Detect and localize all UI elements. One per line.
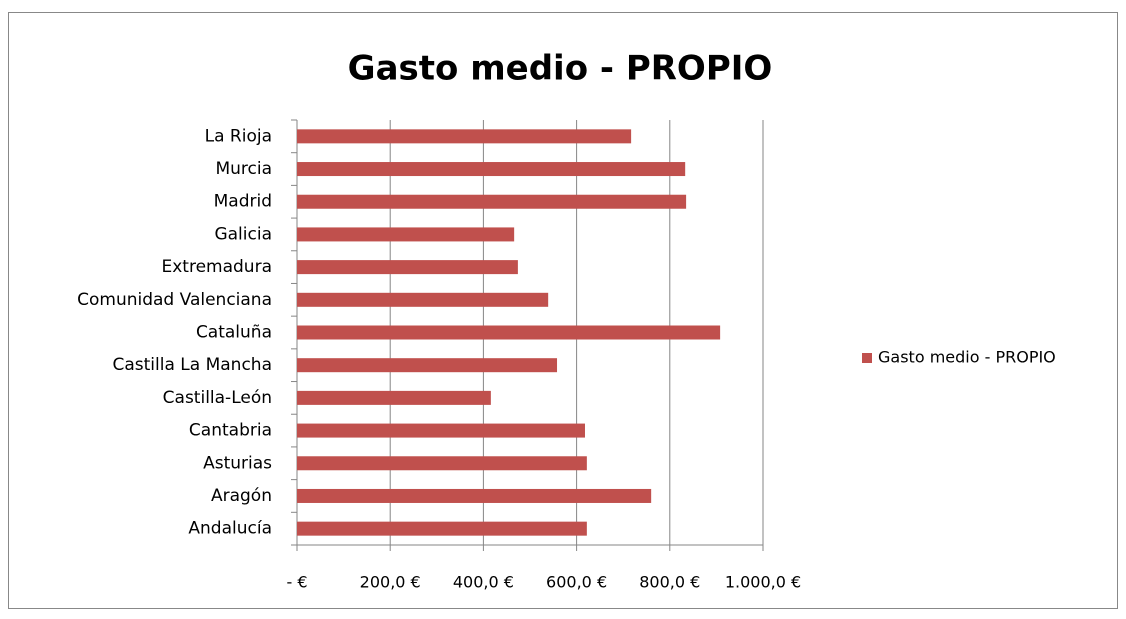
chart-title: Gasto medio - PROPIO <box>348 49 773 89</box>
bar <box>297 521 587 536</box>
y-tick-label: Cantabria <box>189 421 272 441</box>
bar <box>297 358 558 373</box>
y-tick-label: Castilla-León <box>163 388 272 408</box>
y-tick-label: Cataluña <box>196 323 272 343</box>
y-tick-label: Murcia <box>215 159 272 179</box>
y-tick-label: Galicia <box>214 224 272 244</box>
x-tick-label: 200,0 € <box>360 573 421 592</box>
bar <box>297 390 491 405</box>
y-tick-label: Castilla La Mancha <box>113 355 273 375</box>
y-tick-label: Comunidad Valenciana <box>77 290 272 310</box>
bar <box>297 227 515 242</box>
bar <box>297 423 585 438</box>
bar <box>297 292 549 307</box>
bar <box>297 162 686 177</box>
y-tick-label: La Rioja <box>205 126 272 146</box>
y-tick-label: Aragón <box>211 486 272 506</box>
y-tick-label: Extremadura <box>162 257 273 277</box>
bar <box>297 488 652 503</box>
bar <box>297 129 632 144</box>
x-tick-label: 600,0 € <box>546 573 607 592</box>
chart-border <box>8 12 1118 609</box>
bar <box>297 325 721 340</box>
y-tick-label: Madrid <box>214 192 272 212</box>
bar <box>297 260 518 275</box>
bar <box>297 456 587 471</box>
x-tick-label: - € <box>286 573 307 592</box>
legend-label: Gasto medio - PROPIO <box>878 348 1056 367</box>
x-tick-label: 800,0 € <box>639 573 700 592</box>
y-tick-label: Asturias <box>203 453 272 473</box>
y-tick-label: Andalucía <box>188 519 272 539</box>
bar <box>297 194 687 209</box>
x-tick-label: 400,0 € <box>453 573 514 592</box>
x-tick-label: 1.000,0 € <box>725 573 801 592</box>
legend-marker <box>862 353 872 363</box>
